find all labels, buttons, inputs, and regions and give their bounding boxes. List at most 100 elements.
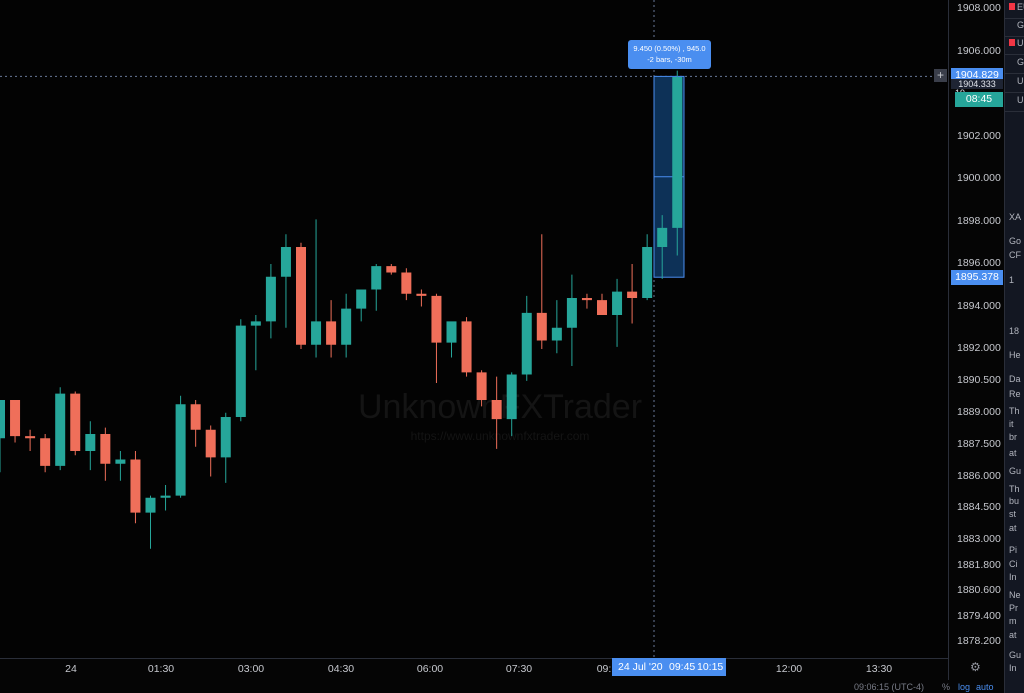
news-fragment: Pr (1009, 603, 1018, 613)
time-range-label: 24 Jul '20 09:45 10:15 (612, 658, 726, 676)
price-tick-label: 1883.000 (957, 533, 1001, 546)
news-fragment: m (1009, 616, 1017, 626)
price-tick-label: 1892.000 (957, 342, 1001, 354)
candle-body (657, 227, 668, 247)
candle-body (401, 272, 412, 294)
candle-body (265, 276, 276, 322)
watchlist-symbol[interactable]: US (1017, 95, 1024, 105)
candle-body (250, 321, 261, 326)
selection-start-time: 09:45 (669, 661, 696, 673)
price-tick-label: 1881.800 (957, 558, 1001, 571)
plus-icon[interactable]: + (934, 69, 947, 82)
candle-body (642, 247, 653, 298)
candle-body (235, 325, 246, 417)
time-tick-label: 09: (596, 663, 612, 675)
candle-body (115, 459, 126, 464)
news-fragment: Da (1009, 374, 1021, 384)
news-fragment: 18 (1009, 326, 1020, 336)
news-fragment: Re (1009, 389, 1021, 399)
measure-tooltip-line1: 9.450 (0.50%) , 945.0 (633, 44, 706, 53)
candle-body (190, 404, 201, 430)
candle-body (386, 266, 397, 273)
overlapped-price-label: 1904.333 (951, 79, 1003, 89)
percent-toggle[interactable]: % (942, 682, 951, 692)
news-fragment: Go (1009, 236, 1022, 246)
price-axis[interactable]: 1908.000 1906.000 1902.000 1900.000 1898.000… (948, 0, 1005, 693)
price-tick-label: 1884.500 (957, 501, 1001, 514)
news-fragment: at (1009, 523, 1017, 533)
candle-body (597, 300, 607, 315)
candle-body (85, 434, 96, 451)
watermark-url: https://www.unknownfxtrader.com (411, 429, 590, 443)
status-bar: 09:06:15 (UTC-4) % log auto (0, 680, 1024, 693)
news-fragment: br (1009, 432, 1018, 442)
watchlist-divider (1005, 73, 1024, 74)
candle-body (566, 298, 577, 328)
watchlist-symbol[interactable]: GB (1017, 57, 1024, 67)
price-tick-label: 1879.400 (957, 609, 1001, 622)
time-tick-label: 12:00 (775, 663, 803, 675)
candle-body (25, 436, 36, 439)
candle-body (70, 393, 81, 451)
candle-body (431, 295, 442, 343)
news-fragment: Ne (1009, 590, 1021, 600)
time-tick-label: 07:30 (505, 663, 533, 675)
candle-body (326, 321, 337, 345)
price-tick-label: 1900.000 (957, 172, 1001, 184)
price-chart[interactable]: UnknownFXTraderhttps://www.unknownfxtrad… (0, 0, 948, 658)
chart-area[interactable]: UnknownFXTraderhttps://www.unknownfxtrad… (0, 0, 948, 658)
price-tick-label: 1890.500 (957, 373, 1001, 386)
log-toggle[interactable]: log (958, 682, 971, 692)
price-tick-label: 1878.200 (957, 635, 1001, 648)
candle-body (40, 438, 51, 466)
candle-body (627, 291, 638, 298)
news-fragment: Pi (1009, 545, 1018, 555)
news-fragment: it (1009, 419, 1014, 429)
status-time: 09:06:15 (UTC-4) (854, 682, 925, 692)
candle-body (311, 321, 322, 345)
candle-body (341, 308, 352, 345)
watchlist-symbol[interactable]: US (1017, 76, 1024, 86)
news-fragment: In (1009, 572, 1017, 582)
news-fragment: Th (1009, 484, 1020, 494)
selection-date: 24 Jul '20 (618, 661, 663, 673)
news-fragment: Ci (1009, 559, 1018, 569)
candle-body (506, 374, 517, 420)
watchlist-divider (1005, 92, 1024, 93)
measure-low-label: 1895.378 (951, 270, 1003, 285)
gear-icon[interactable]: ⚙ (970, 660, 981, 674)
candle-body (612, 291, 623, 315)
candle-body (356, 289, 367, 309)
watchlist-symbol[interactable]: EU (1017, 2, 1024, 12)
right-panel: EU GB US GB US US XA Go CF 1 18 He Da Re Th it br at Gu Th b… (1004, 0, 1024, 693)
candle-body (205, 429, 216, 458)
auto-toggle[interactable]: auto (976, 682, 994, 692)
news-fragment: Gu (1009, 650, 1022, 660)
candle-body (461, 321, 472, 373)
measure-tooltip-line2: -2 bars, -30m (647, 55, 692, 64)
candle-body (521, 312, 532, 375)
price-tick-label: 1886.000 (957, 469, 1001, 482)
time-tick-label: 06:00 (416, 663, 444, 675)
candle-body (536, 312, 547, 341)
flag-icon (1009, 3, 1015, 10)
candle-body (0, 400, 5, 439)
watchlist-symbol[interactable]: US (1017, 38, 1024, 48)
candle-body (672, 77, 683, 228)
candle-body (581, 298, 592, 301)
news-fragment: at (1009, 448, 1017, 458)
time-axis[interactable]: 24 01:30 03:00 04:30 06:00 07:30 09: 12:00 13:30 (0, 658, 948, 681)
candle-body (175, 404, 186, 496)
watchlist-symbol[interactable]: GB (1017, 20, 1024, 30)
candle-body (160, 495, 171, 498)
time-tick-label: 24 (65, 663, 77, 675)
price-tick-label: 1898.000 (957, 214, 1001, 227)
selection-end-time: 10:15 (697, 661, 724, 673)
watchlist-divider (1005, 111, 1024, 112)
news-fragment: 1 (1009, 275, 1015, 285)
time-tick-label: 04:30 (327, 663, 355, 675)
price-tick-label: 1894.000 (957, 299, 1001, 312)
candle-body (55, 393, 66, 466)
price-tick-label: 1889.000 (957, 405, 1001, 418)
watchlist-divider (1005, 36, 1024, 37)
